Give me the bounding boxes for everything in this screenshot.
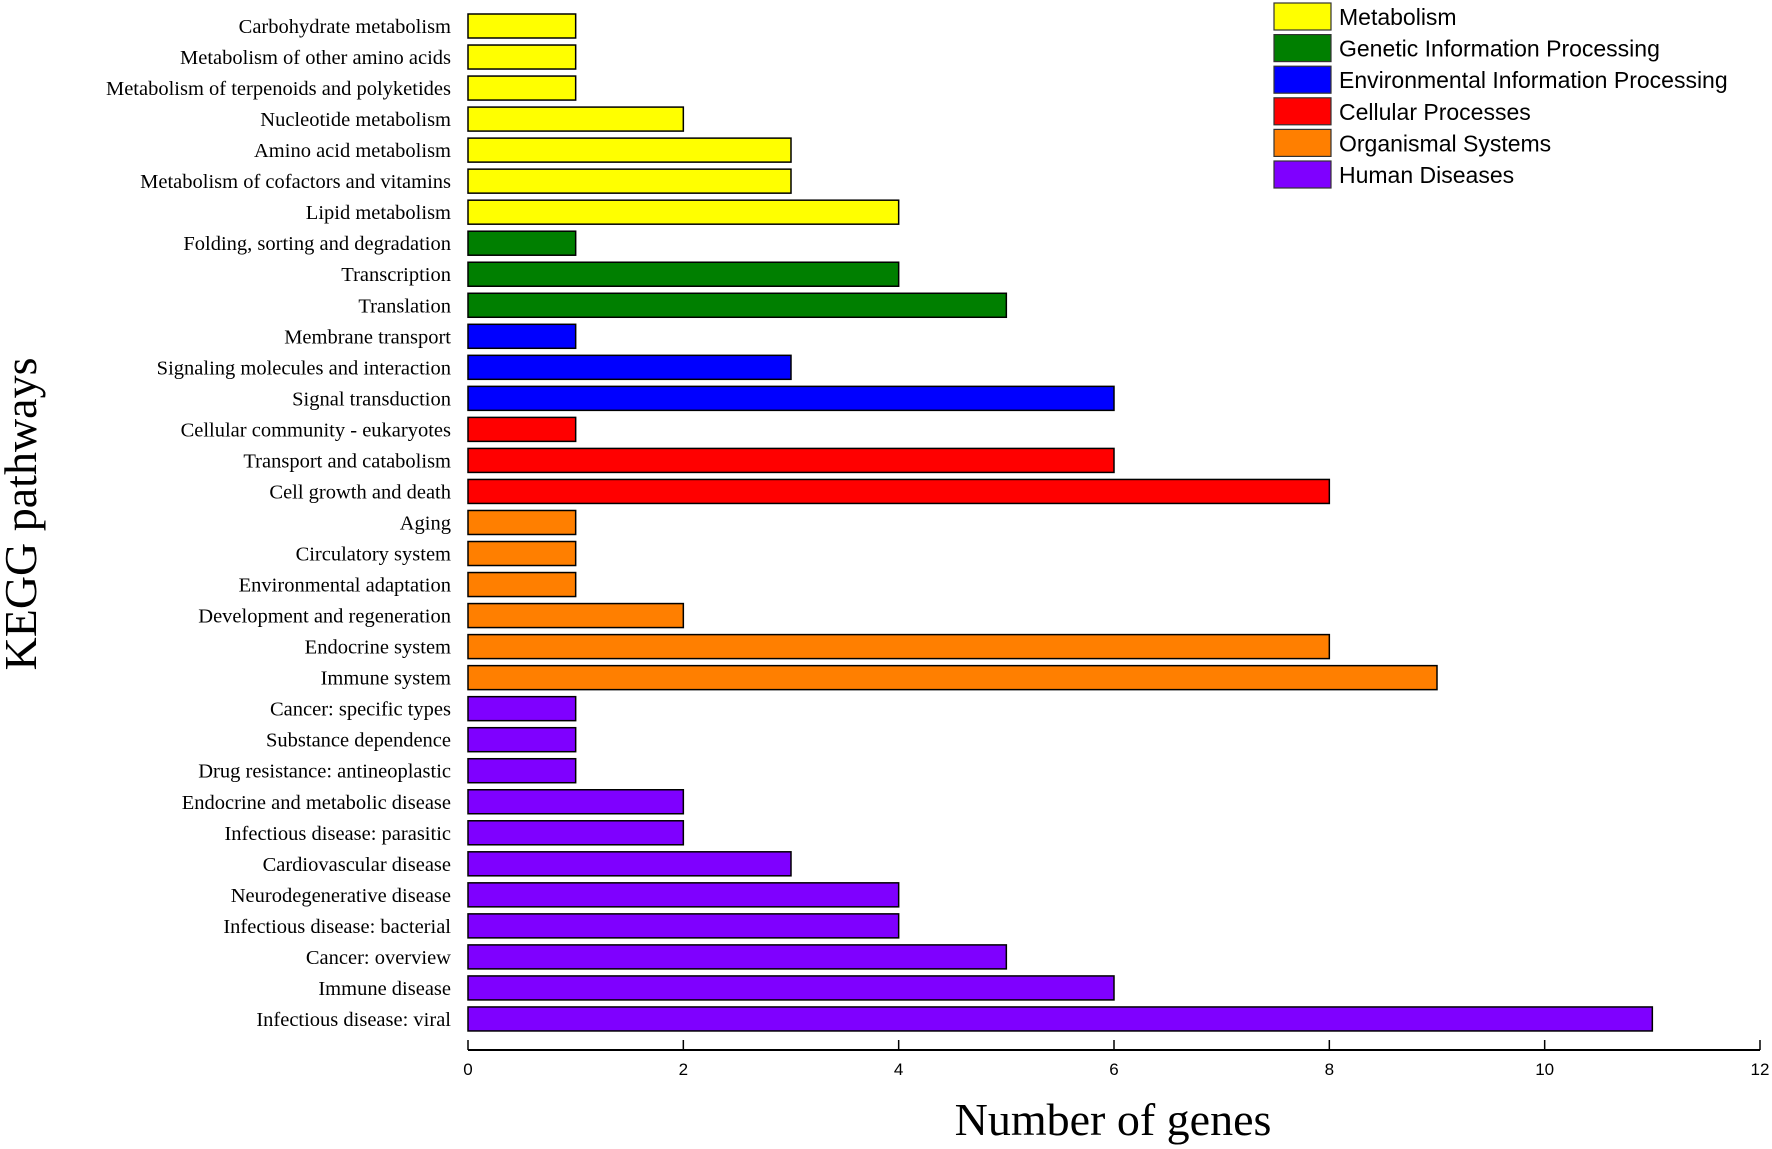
- category-label: Lipid metabolism: [306, 202, 451, 224]
- category-label: Environmental adaptation: [239, 575, 451, 597]
- category-label: Cancer: overview: [306, 947, 451, 969]
- category-label: Nucleotide metabolism: [260, 109, 451, 131]
- bar: [467, 199, 900, 225]
- x-axis: 0 2 4 6 8 10 12: [463, 1040, 1769, 1079]
- category-label: Cellular community - eukaryotes: [181, 419, 451, 441]
- bar: [467, 882, 900, 908]
- category-label: Translation: [358, 295, 451, 317]
- category-label: Membrane transport: [284, 326, 451, 348]
- bar: [467, 230, 577, 256]
- x-tick-label: 4: [894, 1060, 903, 1079]
- category-label: Immune disease: [318, 978, 451, 1000]
- x-tick-label: 0: [463, 1060, 472, 1079]
- bar: [467, 478, 1331, 505]
- bar: [467, 75, 577, 101]
- category-label: Substance dependence: [266, 730, 451, 752]
- bar: [467, 695, 577, 722]
- x-tick-label: 8: [1325, 1060, 1334, 1079]
- x-tick-label: 2: [679, 1060, 688, 1079]
- bar: [467, 1006, 1654, 1032]
- bar: [467, 44, 577, 70]
- legend-label: Metabolism: [1339, 4, 1457, 30]
- category-label: Folding, sorting and degradation: [183, 233, 451, 255]
- category-label: Development and regeneration: [198, 606, 451, 628]
- category-label: Amino acid metabolism: [254, 140, 451, 162]
- bar: [467, 540, 577, 567]
- legend-swatch: [1273, 97, 1332, 126]
- y-axis-title: KEGG pathways: [0, 358, 46, 671]
- bar: [467, 789, 685, 815]
- bar: [467, 726, 577, 753]
- category-label: Infectious disease: viral: [256, 1009, 451, 1031]
- bar: [467, 385, 1115, 412]
- bar: [467, 571, 577, 598]
- legend-label: Environmental Information Processing: [1339, 67, 1728, 93]
- legend-label: Human Diseases: [1339, 162, 1514, 188]
- category-label: Immune system: [321, 668, 451, 690]
- category-label: Metabolism of cofactors and vitamins: [140, 171, 451, 193]
- category-label: Aging: [400, 512, 451, 534]
- legend-swatch: [1273, 128, 1332, 157]
- x-tick-label: 10: [1535, 1060, 1554, 1079]
- bar: [467, 13, 577, 39]
- bar: [467, 757, 577, 784]
- category-labels: Carbohydrate metabolism Metabolism of oth…: [106, 16, 451, 1031]
- category-label: Transcription: [341, 264, 451, 286]
- category-label: Infectious disease: bacterial: [223, 916, 451, 938]
- bar: [467, 261, 900, 287]
- bar: [467, 820, 685, 846]
- bar: [467, 944, 1008, 970]
- legend-swatch: [1273, 33, 1332, 63]
- x-tick-label: 12: [1751, 1060, 1770, 1079]
- category-label: Endocrine system: [305, 637, 451, 659]
- legend-swatch: [1273, 65, 1332, 94]
- bar: [467, 975, 1115, 1001]
- bar: [467, 354, 792, 381]
- bar: [467, 664, 1438, 691]
- bar: [467, 447, 1115, 474]
- category-label: Transport and catabolism: [243, 450, 451, 472]
- bar: [467, 416, 577, 443]
- category-label: Metabolism of other amino acids: [180, 47, 451, 69]
- bars: [467, 13, 1654, 1032]
- legend-swatch: [1273, 160, 1332, 189]
- category-label: Drug resistance: antineoplastic: [198, 761, 451, 783]
- bar: [467, 323, 577, 350]
- legend: Metabolism Genetic Information Processing…: [1273, 2, 1728, 189]
- bar: [467, 137, 792, 163]
- bar: [467, 913, 900, 939]
- bar: [467, 509, 577, 536]
- legend-label: Organismal Systems: [1339, 130, 1551, 156]
- category-label: Circulatory system: [296, 544, 451, 566]
- category-label: Metabolism of terpenoids and polyketides: [106, 78, 451, 100]
- legend-swatch: [1273, 2, 1332, 31]
- category-label: Cardiovascular disease: [263, 854, 451, 876]
- category-label: Signaling molecules and interaction: [157, 357, 451, 379]
- category-label: Infectious disease: parasitic: [224, 823, 451, 845]
- bar: [467, 602, 685, 629]
- bar: [467, 292, 1008, 319]
- category-label: Cell growth and death: [269, 481, 451, 503]
- category-label: Neurodegenerative disease: [231, 885, 451, 907]
- bar: [467, 851, 792, 877]
- bar: [467, 168, 792, 194]
- x-axis-title: Number of genes: [955, 1094, 1272, 1145]
- category-label: Signal transduction: [292, 388, 451, 410]
- x-tick-label: 6: [1109, 1060, 1118, 1079]
- category-label: Endocrine and metabolic disease: [182, 792, 451, 814]
- category-label: Carbohydrate metabolism: [239, 16, 451, 38]
- category-label: Cancer: specific types: [270, 699, 451, 721]
- bar: [467, 633, 1331, 660]
- legend-label: Genetic Information Processing: [1339, 36, 1660, 62]
- bar: [467, 106, 685, 132]
- legend-label: Cellular Processes: [1339, 99, 1531, 125]
